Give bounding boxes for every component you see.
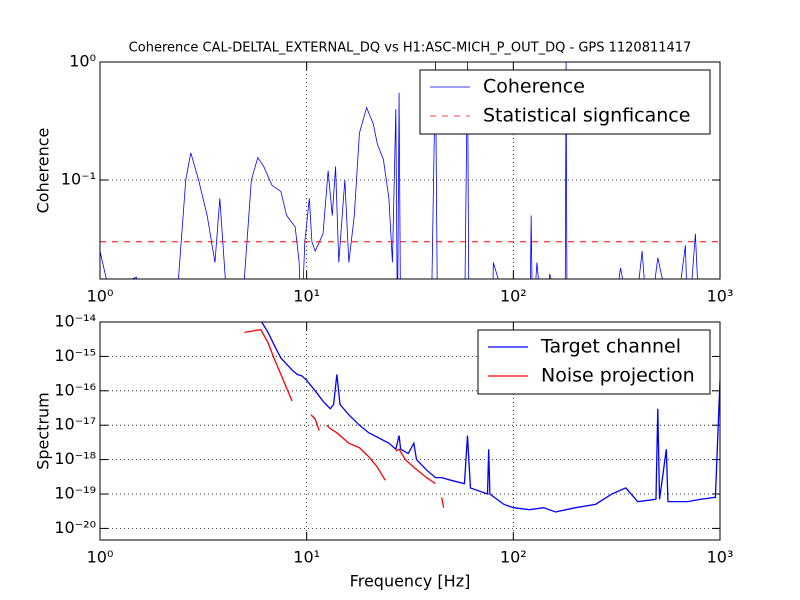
y-tick-label: 10⁻¹⁷ <box>54 415 96 434</box>
y-tick-label: 10⁻¹⁸ <box>54 449 96 468</box>
x-tick-label: 10² <box>500 287 527 306</box>
y-tick-label: 10⁻¹ <box>61 170 96 189</box>
y-tick-label: 10⁻¹⁶ <box>54 380 96 399</box>
axes-frame <box>99 321 721 541</box>
legend-box <box>477 329 711 395</box>
x-tick-label: 10¹ <box>293 287 320 306</box>
x-tick-label: 10² <box>500 548 527 567</box>
y-tick-label: 10⁻¹⁵ <box>54 346 96 365</box>
legend-box <box>419 69 711 135</box>
plot-area <box>100 62 720 279</box>
x-tick-label: 10⁰ <box>87 287 114 306</box>
x-tick-label: 10⁰ <box>87 548 114 567</box>
y-axis-label: Spectrum <box>34 392 53 470</box>
data-line <box>100 62 698 279</box>
x-tick-label: 10¹ <box>293 548 320 567</box>
data-line <box>260 322 720 513</box>
x-tick-label: 10³ <box>707 548 734 567</box>
chart-title: Coherence CAL-DELTAL_EXTERNAL_DQ vs H1:A… <box>129 41 692 56</box>
legend-label: Coherence <box>483 76 585 98</box>
y-axis-label: Coherence <box>34 128 53 214</box>
y-tick-label: 10⁻¹⁹ <box>54 483 96 502</box>
legend-label: Target channel <box>540 336 681 358</box>
legend-label: Statistical signficance <box>483 105 690 127</box>
legend-label: Noise projection <box>541 365 695 387</box>
y-tick-label: 10⁻¹⁴ <box>54 312 96 331</box>
data-line <box>244 328 445 508</box>
y-tick-label: 10⁰ <box>69 52 96 71</box>
axes-frame <box>99 61 721 280</box>
plot-area <box>244 322 720 513</box>
x-axis-label: Frequency [Hz] <box>350 572 471 591</box>
x-tick-label: 10³ <box>707 287 734 306</box>
y-tick-label: 10⁻²⁰ <box>54 518 96 537</box>
